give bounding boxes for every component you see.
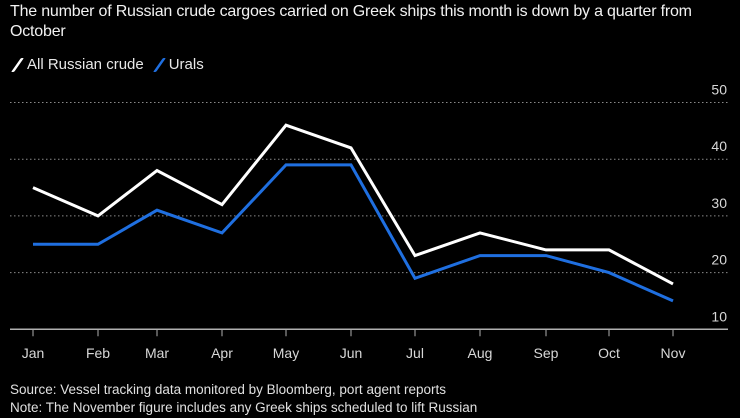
series-line-all-russian-crude xyxy=(32,123,674,286)
legend: All Russian crude Urals xyxy=(10,56,204,73)
x-tick-label: Aug xyxy=(468,345,493,361)
x-tick-label: Mar xyxy=(145,345,169,361)
x-tick-label: Feb xyxy=(86,345,110,361)
legend-label-all-russian-crude: All Russian crude xyxy=(27,56,144,73)
x-tick-label: Sep xyxy=(534,345,559,361)
x-tick-label: Jun xyxy=(340,345,363,361)
y-tick-label: 30 xyxy=(711,195,727,211)
series-line-urals xyxy=(33,163,674,303)
x-tick-label: Oct xyxy=(598,345,620,361)
y-tick-label: 40 xyxy=(711,138,727,154)
chart-title: The number of Russian crude cargoes carr… xyxy=(10,3,692,40)
x-tick-label: Jan xyxy=(22,345,45,361)
x-tick-label: Apr xyxy=(211,345,233,361)
x-tick-label: May xyxy=(273,345,299,361)
x-tick-label: Nov xyxy=(661,345,686,361)
x-tick-label: Jul xyxy=(406,345,424,361)
footnote: Note: The November figure includes any G… xyxy=(10,400,478,415)
legend-label-urals: Urals xyxy=(168,56,204,73)
source-note: Source: Vessel tracking data monitored b… xyxy=(10,382,446,397)
y-tick-label: 50 xyxy=(711,82,727,98)
chart-footer: Source: Vessel tracking data monitored b… xyxy=(10,381,477,417)
y-tick-label: 20 xyxy=(711,252,727,268)
y-tick-label: 10 xyxy=(711,308,727,324)
